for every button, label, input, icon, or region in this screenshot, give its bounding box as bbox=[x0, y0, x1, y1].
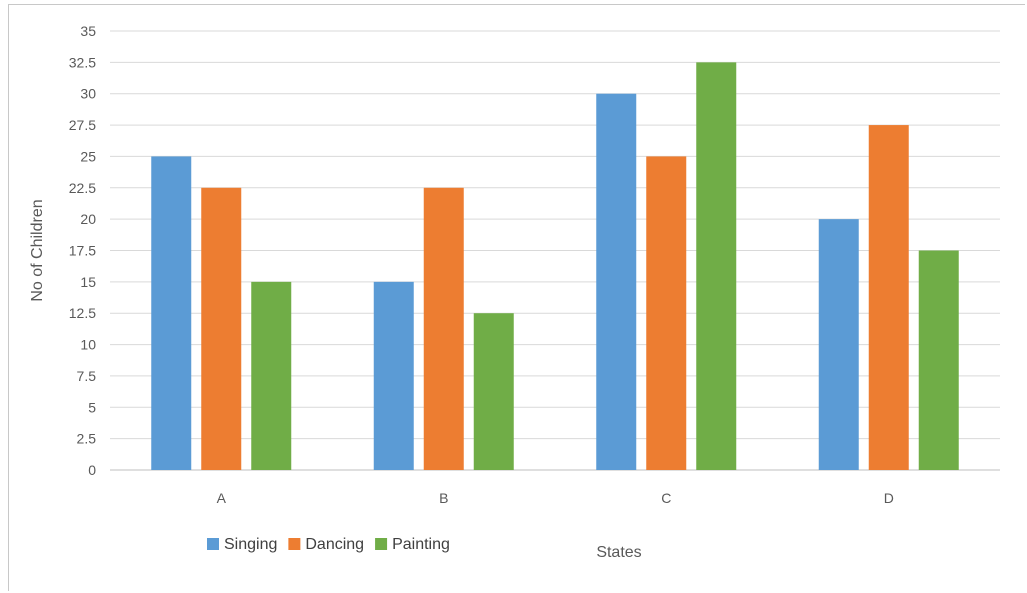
bar-dancing-a bbox=[201, 187, 242, 471]
y-tick-label: 12.5 bbox=[69, 305, 96, 321]
y-tick-label: 15 bbox=[80, 274, 96, 290]
legend-label-singing: Singing bbox=[224, 536, 277, 553]
bar-painting-c bbox=[696, 62, 737, 470]
bar-dancing-c bbox=[646, 156, 687, 470]
y-tick-label: 5 bbox=[88, 399, 96, 415]
bar-dancing-d bbox=[868, 125, 909, 471]
y-tick-label: 27.5 bbox=[69, 117, 96, 133]
bar-painting-a bbox=[251, 281, 292, 470]
y-tick-label: 20 bbox=[80, 211, 96, 227]
x-tick-label: C bbox=[661, 490, 671, 506]
x-tick-label: B bbox=[439, 490, 448, 506]
legend-label-dancing: Dancing bbox=[305, 536, 364, 553]
x-axis-ticks: A B C D bbox=[217, 490, 894, 506]
x-axis-title: States bbox=[596, 544, 641, 561]
chart-frame bbox=[8, 4, 1025, 591]
bar-dancing-b bbox=[423, 187, 464, 471]
bar-painting-b bbox=[473, 313, 514, 470]
y-tick-label: 17.5 bbox=[69, 243, 96, 259]
legend: Singing Dancing Painting bbox=[207, 536, 450, 553]
legend-label-painting: Painting bbox=[392, 536, 450, 553]
y-tick-label: 30 bbox=[80, 86, 96, 102]
y-axis-title: No of Children bbox=[29, 199, 46, 301]
bar-singing-a bbox=[151, 156, 192, 470]
gridlines bbox=[110, 30, 1000, 471]
y-tick-label: 2.5 bbox=[77, 431, 97, 447]
x-tick-label: D bbox=[884, 490, 894, 506]
bar-singing-b bbox=[373, 281, 414, 470]
legend-swatch-singing bbox=[207, 538, 219, 550]
y-tick-label: 32.5 bbox=[69, 54, 96, 70]
legend-swatch-dancing bbox=[288, 538, 301, 550]
y-tick-label: 25 bbox=[80, 148, 96, 164]
bar-painting-d bbox=[918, 250, 959, 470]
bar-singing-c bbox=[596, 93, 637, 470]
y-tick-label: 35 bbox=[80, 23, 96, 39]
y-tick-label: 10 bbox=[80, 337, 96, 353]
y-axis-ticks: 0 2.5 5 7.5 10 12.5 15 17.5 20 22.5 25 27.5 30 32.5 35 bbox=[69, 23, 96, 478]
bars bbox=[151, 62, 959, 471]
bar-singing-d bbox=[818, 219, 859, 470]
y-tick-label: 7.5 bbox=[77, 368, 97, 384]
legend-swatch-painting bbox=[375, 538, 388, 550]
y-tick-label: 0 bbox=[88, 462, 96, 478]
x-tick-label: A bbox=[217, 490, 227, 506]
y-tick-label: 22.5 bbox=[69, 180, 96, 196]
